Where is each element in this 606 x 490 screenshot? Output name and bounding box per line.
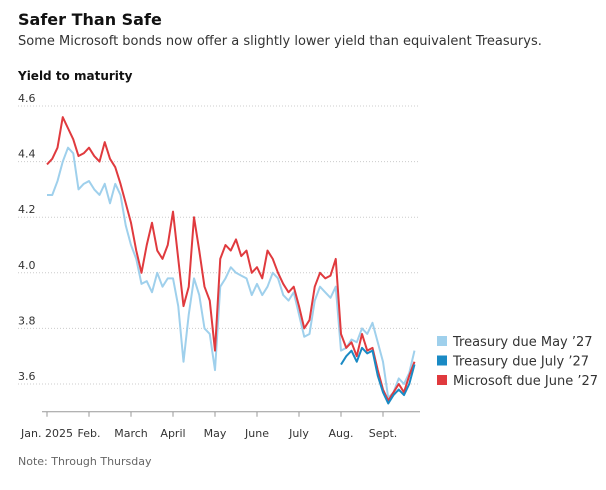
legend-swatch (437, 355, 447, 366)
x-tick-label: Aug. (329, 427, 354, 440)
x-tick-label: Sept. (369, 427, 398, 440)
x-tick-label: April (160, 427, 185, 440)
legend-swatch (437, 375, 447, 385)
chart-subtitle: Some Microsoft bonds now offer a slightl… (18, 34, 542, 49)
series-line (46, 116, 416, 402)
y-tick-label: 4.2 (18, 203, 36, 216)
y-tick-label: 4.4 (18, 148, 36, 161)
legend-label: Treasury due May ’27 (452, 335, 593, 350)
x-tick-label: May (204, 427, 227, 440)
y-tick-label: 3.6 (18, 370, 36, 383)
legend-label: Treasury due July ’27 (452, 355, 589, 370)
y-tick-label: 4.6 (18, 92, 36, 105)
series-line (340, 346, 416, 405)
legend-label: Microsoft due June ’27 (453, 374, 598, 389)
y-tick-label: 3.8 (18, 314, 36, 327)
series-line (47, 146, 416, 399)
x-tick-label: March (114, 427, 148, 440)
note: Note: Through Thursday (18, 455, 152, 468)
chart-title: Safer Than Safe (18, 10, 162, 29)
y-axis-label: Yield to maturity (17, 69, 133, 83)
y-tick-label: 4.0 (18, 259, 36, 272)
x-tick-label: July (288, 427, 309, 440)
legend-swatch (437, 336, 447, 346)
x-tick-label: June (244, 427, 269, 440)
x-tick-label: Feb. (78, 427, 101, 440)
x-tick-label: Jan. 2025 (20, 427, 73, 440)
